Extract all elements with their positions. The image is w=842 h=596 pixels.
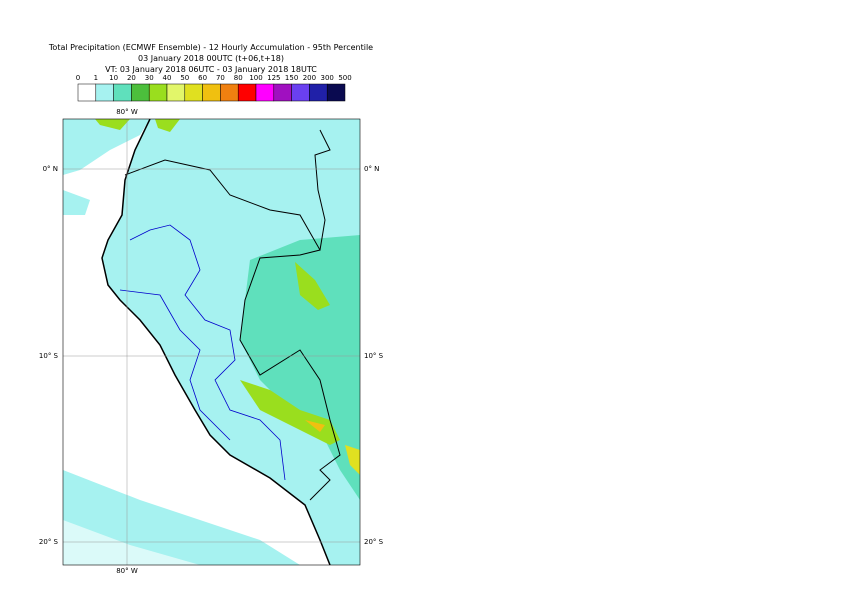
colorbar-box [309,83,328,102]
colorbar-box [202,83,221,102]
colorbar-label: 100 [249,74,262,82]
colorbar-label: 150 [285,74,298,82]
colorbar-label: 70 [216,74,225,82]
colorbar-label: 40 [163,74,172,82]
colorbar: 0 1 10 20 30 40 50 60 70 80 100 125 150 200 300 500 [76,74,352,102]
title: Total Precipitation (ECMWF Ensemble) - 1… [48,43,373,52]
colorbar-box [77,83,97,102]
lat-label: 0° N [43,165,58,173]
colorbar-label: 30 [145,74,154,82]
colorbar-label: 200 [303,74,316,82]
map [63,119,360,565]
lat-label: 10° S [39,352,59,360]
colorbar-box [220,83,239,102]
colorbar-box [291,83,310,102]
colorbar-box [273,83,292,102]
colorbar-box [255,83,275,102]
colorbar-box [326,83,346,102]
lat-label: 20° S [364,538,384,546]
lon-label: 80° W [116,108,138,116]
colorbar-box [166,83,186,102]
colorbar-box [184,83,203,102]
colorbar-box [148,83,168,102]
lat-labels: 0° N 0° N 10° S 10° S 20° S 20° S [39,165,384,546]
colorbar-label: 20 [127,74,136,82]
colorbar-label: 1 [94,74,98,82]
colorbar-box [95,83,114,102]
lat-label: 20° S [39,538,59,546]
colorbar-label: 60 [198,74,207,82]
colorbar-label: 50 [180,74,189,82]
colorbar-label: 125 [267,74,280,82]
valid-time: VT: 03 January 2018 06UTC - 03 January 2… [105,65,317,74]
colorbar-label: 0 [76,74,80,82]
map-frame [62,118,361,566]
run-time: 03 January 2018 00UTC (t+06,t+18) [138,54,284,63]
lat-label: 10° S [364,352,384,360]
colorbar-box [131,83,150,102]
colorbar-label: 10 [109,74,118,82]
colorbar-box [237,83,257,102]
colorbar-label: 80 [234,74,243,82]
colorbar-box [113,83,132,102]
colorbar-label: 300 [321,74,334,82]
lat-label: 0° N [364,165,379,173]
lon-label: 80° W [116,567,138,575]
colorbar-label: 500 [338,74,351,82]
